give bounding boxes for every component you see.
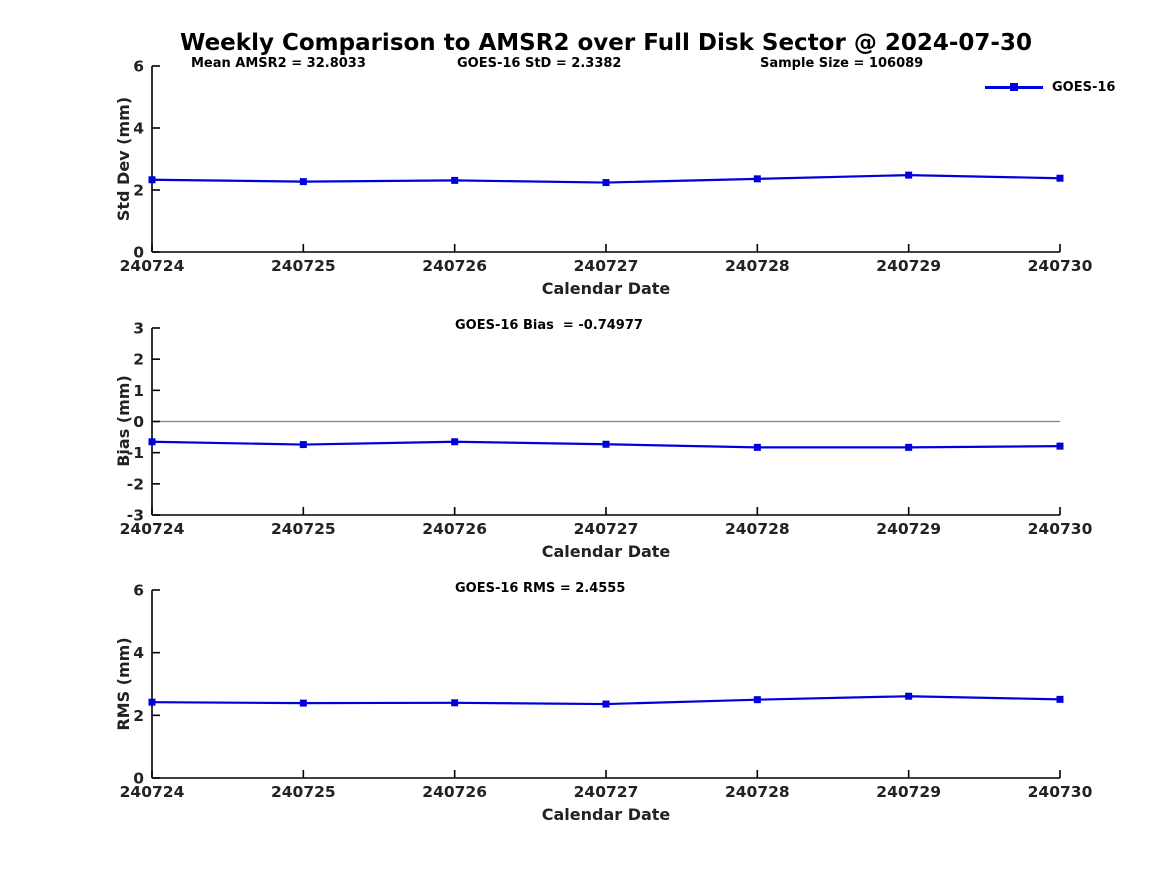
x-tick-label: 240727 (574, 520, 639, 538)
data-point-marker (753, 696, 761, 704)
y-tick-label: 0 (133, 770, 144, 788)
data-point-marker (753, 175, 761, 183)
y-axis-title-stddev: Std Dev (mm) (114, 96, 133, 222)
y-tick-label: 0 (133, 244, 144, 262)
data-point-marker (451, 438, 459, 446)
y-tick-label: -2 (127, 475, 144, 493)
data-point-marker (905, 171, 913, 179)
x-tick-label: 240726 (422, 783, 487, 801)
data-point-marker (148, 176, 156, 184)
x-tick-label: 240725 (271, 783, 336, 801)
legend-square-marker-icon (1010, 82, 1018, 91)
x-tick-label: 240728 (725, 783, 790, 801)
x-tick-label: 240724 (120, 257, 185, 275)
x-tick-label: 240729 (876, 783, 941, 801)
x-tick-label: 240728 (725, 257, 790, 275)
y-tick-label: 2 (133, 182, 144, 200)
figure-title: Weekly Comparison to AMSR2 over Full Dis… (180, 30, 1032, 56)
data-point-marker (602, 440, 610, 448)
x-tick-label: 240725 (271, 257, 336, 275)
x-tick-label: 240729 (876, 520, 941, 538)
x-tick-label: 240730 (1028, 520, 1093, 538)
x-tick-label: 240728 (725, 520, 790, 538)
y-tick-label: 6 (133, 58, 144, 76)
x-tick-label: 240730 (1028, 783, 1093, 801)
legend: GOES-16 (985, 79, 1115, 95)
data-point-marker (905, 692, 913, 700)
data-point-marker (299, 699, 307, 707)
x-tick-label: 240725 (271, 520, 336, 538)
y-tick-label: 3 (133, 320, 144, 338)
data-point-marker (148, 698, 156, 706)
data-point-marker (451, 176, 459, 184)
x-tick-label: 240729 (876, 257, 941, 275)
x-tick-label: 240724 (120, 783, 185, 801)
x-tick-label: 240724 (120, 520, 185, 538)
y-tick-label: 4 (133, 644, 144, 662)
annotation-sample-size: Sample Size = 106089 (760, 56, 924, 71)
legend-series-label: GOES-16 (1052, 79, 1116, 95)
data-point-marker (451, 699, 459, 707)
data-point-marker (905, 443, 913, 451)
y-tick-label: 1 (133, 382, 144, 400)
annotation-goes16-bias: GOES-16 Bias = -0.74977 (455, 318, 643, 333)
data-point-marker (1056, 174, 1064, 182)
legend-line-sample (985, 82, 1043, 91)
annotation-mean-amsr2: Mean AMSR2 = 32.8033 (191, 56, 366, 71)
y-tick-label: 6 (133, 582, 144, 600)
y-tick-label: 2 (133, 351, 144, 369)
y-tick-label: -1 (127, 444, 144, 462)
x-tick-label: 240727 (574, 257, 639, 275)
x-tick-label: 240730 (1028, 257, 1093, 275)
x-tick-label: 240726 (422, 520, 487, 538)
data-point-marker (602, 179, 610, 187)
y-tick-label: 2 (133, 707, 144, 725)
x-tick-label: 240727 (574, 783, 639, 801)
y-axis-title-bias: Bias (mm) (114, 375, 133, 467)
data-point-marker (148, 438, 156, 446)
y-tick-label: 0 (133, 413, 144, 431)
annotation-goes16-rms: GOES-16 RMS = 2.4555 (455, 581, 626, 596)
data-point-marker (602, 700, 610, 708)
data-point-marker (299, 178, 307, 186)
annotation-goes16-std: GOES-16 StD = 2.3382 (457, 56, 622, 71)
x-tick-label: 240726 (422, 257, 487, 275)
y-tick-label: -3 (127, 507, 144, 525)
y-axis-title-rms: RMS (mm) (114, 637, 133, 731)
y-tick-label: 4 (133, 120, 144, 138)
data-point-marker (1056, 442, 1064, 450)
x-axis-title-1: Calendar Date (541, 279, 671, 298)
data-point-marker (753, 443, 761, 451)
data-point-marker (299, 441, 307, 449)
x-axis-title-3: Calendar Date (541, 805, 671, 824)
data-point-marker (1056, 695, 1064, 703)
x-axis-title-2: Calendar Date (541, 542, 671, 561)
